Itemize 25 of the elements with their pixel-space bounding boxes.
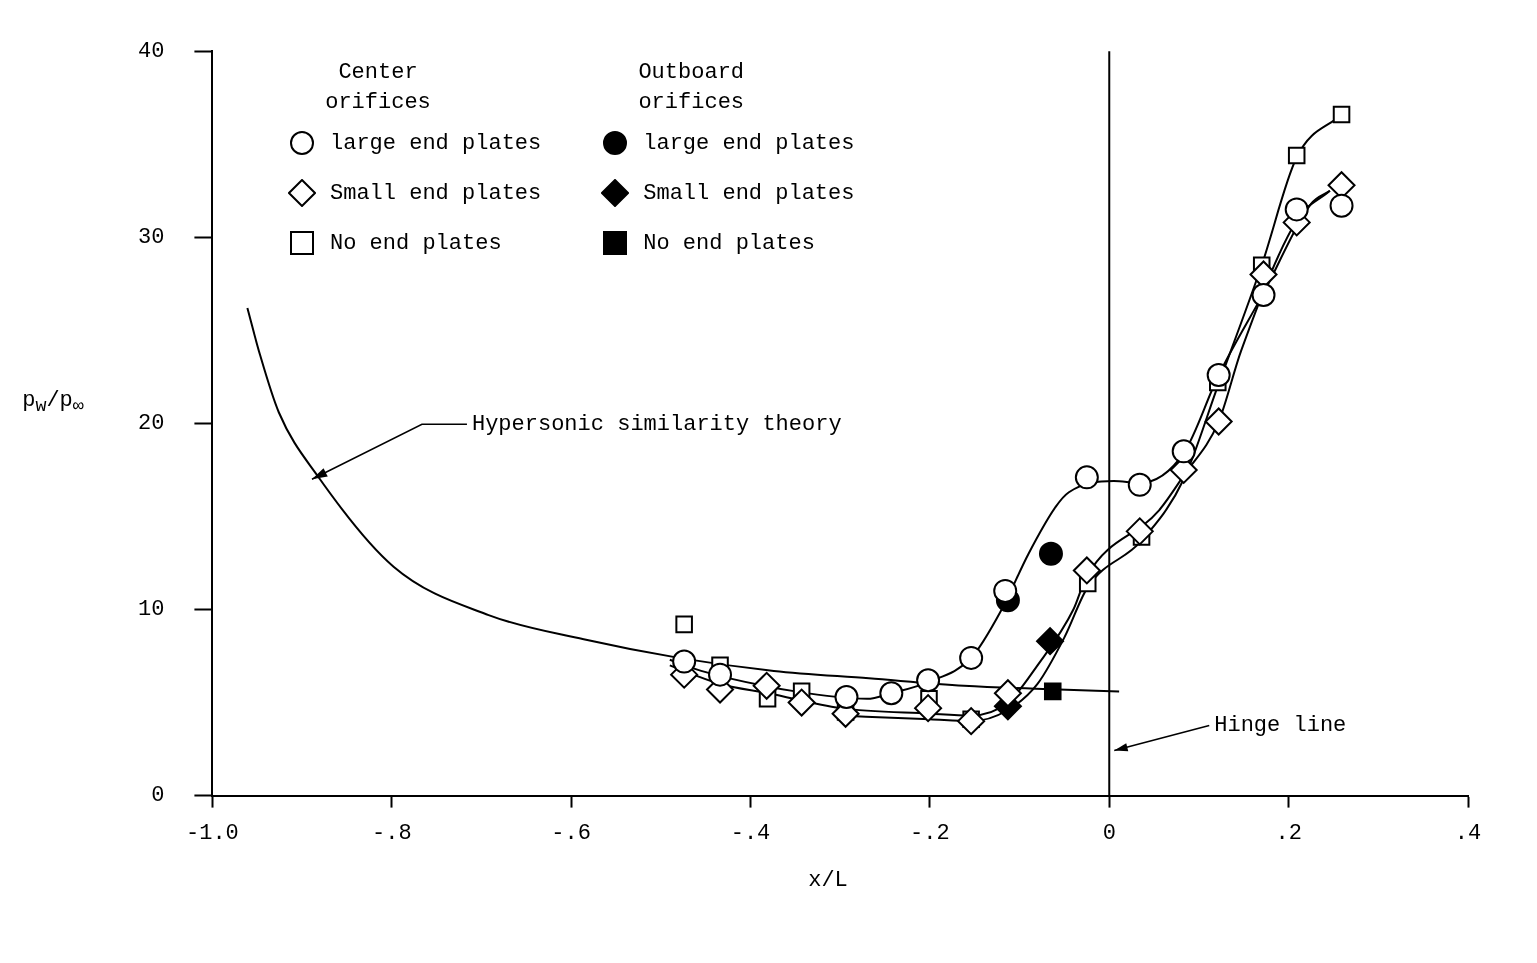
legend-label: No end plates <box>330 230 502 256</box>
legend-label: large end plates <box>330 130 542 156</box>
x-tick-label: -.6 <box>551 820 591 846</box>
x-tick-label: .2 <box>1275 820 1302 846</box>
ref-line-label: Hinge line <box>1214 713 1347 739</box>
legend-label: large end plates <box>643 130 855 156</box>
x-tick-label: 0 <box>1102 820 1116 846</box>
y-tick-label: 10 <box>138 597 165 623</box>
legend-label: Small end plates <box>330 180 542 206</box>
x-tick-label: -.2 <box>910 820 950 846</box>
y-tick-label: 20 <box>138 411 165 437</box>
x-tick-label: -1.0 <box>186 820 239 846</box>
y-tick-label: 30 <box>138 225 165 251</box>
legend-label: Small end plates <box>643 180 855 206</box>
annotation: Outboard orifices <box>637 59 746 117</box>
annotation: Center orifices <box>324 59 432 117</box>
x-tick-label: -.4 <box>730 820 771 846</box>
x-axis-title: x/L <box>807 868 849 893</box>
x-tick-label: .4 <box>1454 820 1482 846</box>
y-tick-label: 40 <box>138 39 165 65</box>
x-tick-label: -.8 <box>371 820 412 846</box>
y-tick-label: 0 <box>151 783 165 809</box>
legend-label: No end plates <box>643 230 815 256</box>
annotation: Hypersonic similarity theory <box>471 412 842 438</box>
y-axis-title: p$_{w}$/p$_{∞}$ <box>21 388 85 418</box>
